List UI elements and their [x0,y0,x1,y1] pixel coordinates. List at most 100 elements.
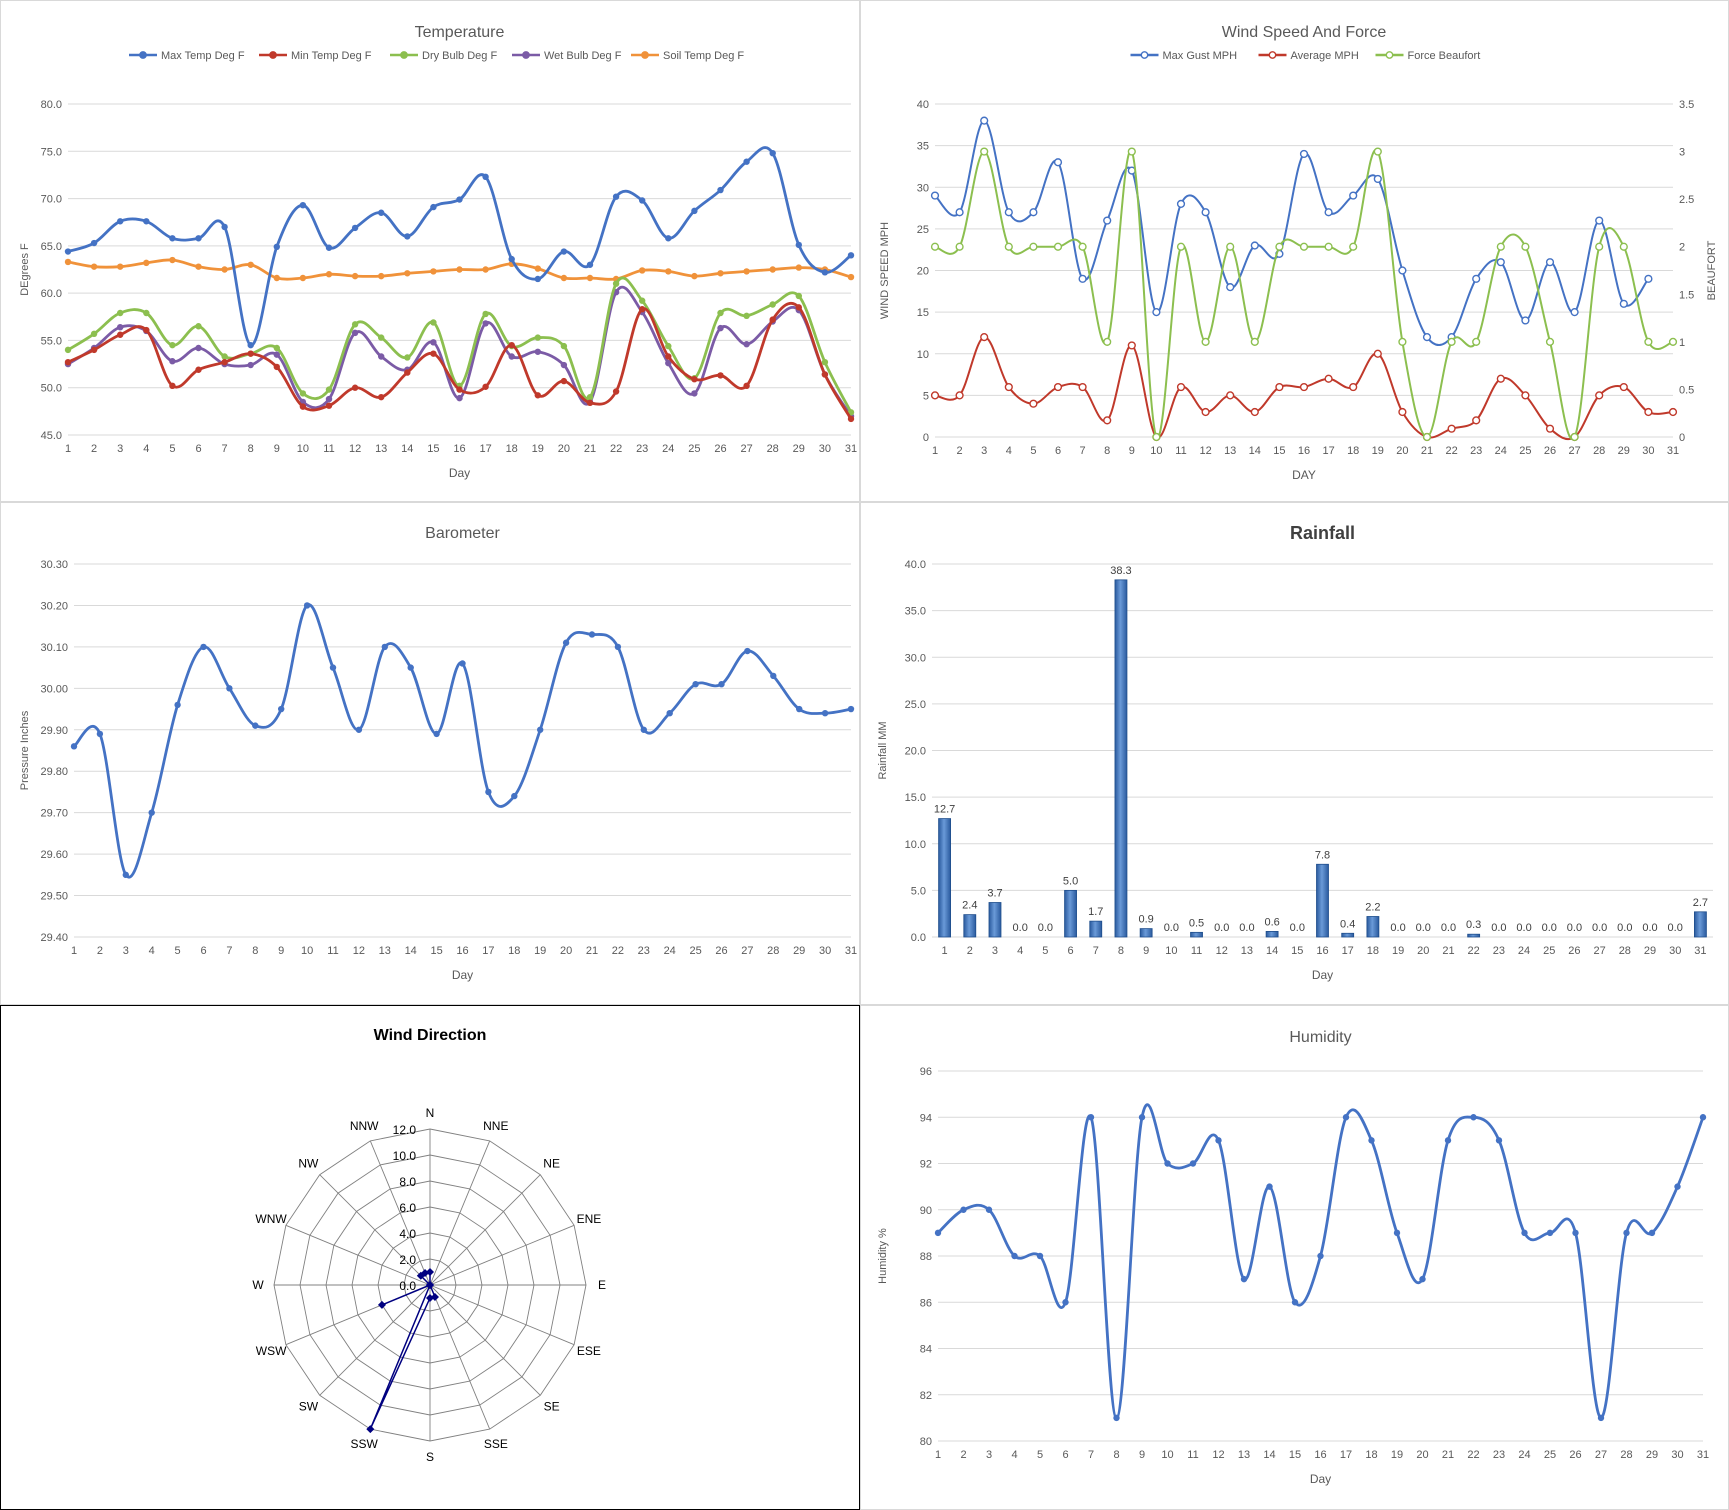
x-tick-label: 26 [1568,945,1580,957]
data-point [1275,382,1284,392]
chart-title: Wind Direction [374,1027,487,1044]
data-point [351,321,359,328]
data-point [934,1229,942,1237]
x-tick-label: 28 [1620,1449,1632,1461]
x-tick-label: 12 [349,443,361,455]
data-point [769,316,776,323]
x-tick-label: 22 [1468,945,1480,957]
data-point [325,271,333,278]
data-point [1250,407,1259,417]
x-tick-label: 28 [1593,445,1605,457]
y-tick-label: 55.0 [41,335,62,347]
x-tick-label: 2 [97,945,103,957]
x-tick-label: 3 [992,945,998,957]
data-point [1152,432,1161,442]
data-point [743,312,750,320]
data-point [174,701,181,709]
data-point [299,390,307,397]
x-tick-label: 24 [1518,945,1530,957]
data-point [1545,424,1555,433]
y-tick-label: 94 [920,1112,932,1124]
data-point [1373,349,1382,358]
x-tick-label: 8 [1113,1449,1119,1461]
y-tick-label: 25 [917,224,929,236]
data-point [430,319,437,326]
data-point [743,158,750,165]
data-point [960,1206,967,1213]
data-point [930,191,940,200]
data-point [1127,147,1136,156]
x-tick-label: 4 [1006,445,1012,457]
x-tick-label: 17 [479,443,491,455]
y-tick-label: 5.0 [911,885,926,897]
data-point [221,358,228,366]
radar-spoke [319,1284,431,1396]
data-point [64,248,72,255]
data-point [1521,242,1530,251]
data-point [1398,337,1407,346]
data-point [1201,337,1210,346]
wind-direction-chart-svg: Wind Direction N NNE NE ENE E ESE SE SSE S SSW SW WS… [252,1027,606,1464]
y-tick-label: 96 [920,1066,932,1078]
data-point [560,274,568,282]
data-point [717,186,724,194]
data-point [351,224,359,232]
data-point [508,255,515,263]
data-point [1226,283,1235,292]
x-tick-label: 14 [401,443,413,455]
data-point [1053,158,1063,167]
series-line [67,302,853,420]
data-point [980,147,989,156]
data-point [299,201,307,209]
data-point [1176,382,1186,392]
data-point [586,399,594,407]
data-point [1472,416,1481,425]
data-point [325,395,333,403]
data-point [117,218,124,225]
data-point [743,341,750,348]
series-line [937,1103,1705,1420]
ring-label: 10.0 [393,1149,417,1163]
data-point [1373,174,1382,184]
legend-swatch-marker [400,51,408,59]
data-point [1595,216,1604,225]
data-point [1062,1299,1069,1306]
data-point [1668,407,1678,417]
data-point [665,342,672,350]
y2-tick-label: 3 [1679,147,1685,159]
y-tick-label: 30.0 [905,652,926,664]
data-point [90,239,98,247]
data-point [252,722,259,729]
y-tick-label: 29.70 [40,808,68,820]
data-point [691,390,698,397]
y-tick-label: 90 [920,1205,932,1217]
y-axis-label: DEgrees F [19,243,31,296]
data-point [195,235,202,242]
x-tick-label: 6 [195,443,201,455]
x-tick-label: 10 [301,945,313,957]
x-tick-label: 26 [1569,1449,1581,1461]
x-tick-label: 6 [1055,445,1061,457]
x-tick-label: 16 [1314,1449,1326,1461]
data-point [278,705,285,713]
radar-point [377,1300,386,1309]
data-label: 3.7 [987,887,1002,899]
x-tick-label: 31 [845,443,857,455]
x-tick-label: 8 [248,443,254,455]
bar [1265,931,1279,938]
radar-point [421,1268,430,1277]
data-label: 2.4 [962,900,977,912]
y-tick-label: 25.0 [905,699,926,711]
y-tick-label: 30.30 [40,559,68,571]
x-tick-label: 15 [1273,445,1285,457]
data-point [70,743,78,750]
x-tick-label: 5 [1037,1449,1043,1461]
data-point [221,223,228,231]
data-label: 38.3 [1110,565,1131,577]
data-point [1546,1229,1554,1237]
x-tick-label: 21 [1442,1449,1454,1461]
data-point [1570,432,1579,442]
y-tick-label: 30.00 [40,683,68,695]
direction-label: E [598,1278,606,1292]
ring-label: 8.0 [399,1175,416,1189]
